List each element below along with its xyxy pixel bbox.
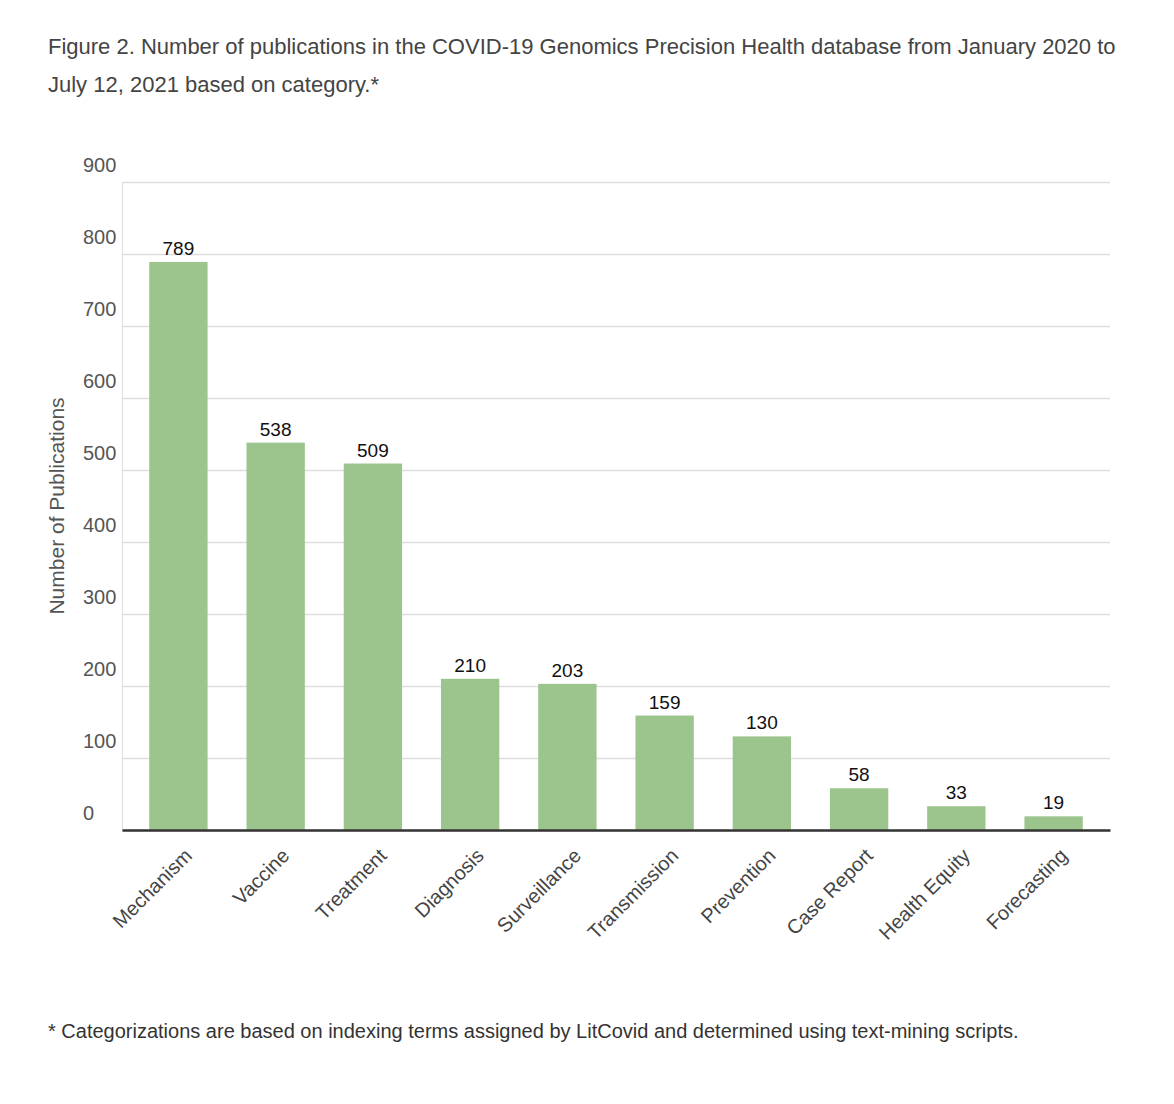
x-tick: Transmission [583, 830, 682, 943]
x-tick-label: Vaccine [229, 844, 294, 909]
x-tick-label: Health Equity [874, 844, 974, 944]
x-axis: Mechanism Vaccine TreatmentDiagnosisSurvei… [108, 830, 1110, 944]
grid-line [122, 182, 1110, 184]
x-tick: Case Report [782, 830, 877, 939]
data-label: 19 [1043, 792, 1064, 813]
y-tick-label: 500 [83, 442, 116, 464]
y-tick-label: 700 [83, 298, 116, 320]
x-tick: Mechanism [108, 830, 196, 932]
bar [927, 806, 985, 830]
y-axis: 0 100 200 300 400 500 600 700 800 900 [83, 154, 1110, 831]
x-tick-label: Forecasting [982, 844, 1071, 933]
y-tick-label: 400 [83, 514, 116, 536]
y-tick-label: 200 [83, 658, 116, 680]
x-tick: Treatment [311, 830, 391, 924]
bar [441, 679, 499, 830]
bar [149, 262, 207, 830]
y-tick: 200 [83, 658, 1110, 687]
bar [538, 684, 596, 830]
bar [1024, 816, 1082, 830]
bar [635, 716, 693, 830]
x-tick: Surveillance [493, 830, 586, 937]
y-tick-label: 900 [83, 154, 116, 176]
x-tick-label: Case Report [782, 844, 877, 939]
y-tick: 400 [83, 514, 1110, 543]
data-label: 159 [649, 692, 681, 713]
bar [733, 736, 791, 830]
grid-line [122, 398, 1110, 400]
chart: 0 100 200 300 400 500 600 700 800 900 Mechanism Vac… [0, 0, 1174, 1104]
footnote: * Categorizations are based on indexing … [48, 1014, 1128, 1048]
x-tick: Prevention [696, 830, 779, 927]
data-label: 538 [260, 419, 292, 440]
grid-line [122, 254, 1110, 256]
y-tick-label: 600 [83, 370, 116, 392]
data-label: 509 [357, 440, 389, 461]
y-tick: 900 [83, 154, 1110, 183]
data-label: 210 [454, 655, 486, 676]
data-labels: 789 538 509 210 203 159 130 58 33 19 [163, 238, 1065, 813]
x-axis-line [123, 829, 1111, 832]
x-tick-label: Mechanism [108, 844, 196, 932]
x-tick-label: Treatment [311, 844, 391, 924]
bar [830, 788, 888, 830]
data-label: 33 [946, 782, 967, 803]
grid-line [122, 326, 1110, 328]
bar [344, 464, 402, 830]
y-tick-label: 300 [83, 586, 116, 608]
y-tick: 700 [83, 298, 1110, 327]
x-tick-label: Prevention [696, 844, 779, 927]
data-label: 130 [746, 712, 778, 733]
x-tick-label: Diagnosis [410, 844, 488, 922]
bars [149, 262, 1083, 830]
y-tick: 600 [83, 370, 1110, 399]
y-tick: 500 [83, 442, 1110, 471]
bar [246, 443, 304, 830]
x-tick: Diagnosis [410, 830, 488, 922]
y-axis-title: Number of Publications [45, 397, 68, 614]
y-tick: 800 [83, 226, 1110, 255]
x-tick-label: Surveillance [493, 844, 586, 937]
y-tick-label: 0 [83, 802, 94, 824]
data-label: 203 [552, 660, 584, 681]
x-tick: Forecasting [982, 830, 1071, 934]
data-label: 58 [849, 764, 870, 785]
x-tick: Health Equity [874, 830, 974, 944]
y-tick-label: 100 [83, 730, 116, 752]
chart-title: Figure 2. Number of publications in the … [48, 28, 1128, 104]
y-tick: 300 [83, 586, 1110, 615]
y-axis-line [123, 183, 1111, 831]
x-tick-label: Transmission [583, 844, 682, 943]
x-tick: Vaccine [229, 830, 294, 909]
grid-line [122, 830, 1110, 832]
data-label: 789 [163, 238, 195, 259]
y-tick-label: 800 [83, 226, 116, 248]
